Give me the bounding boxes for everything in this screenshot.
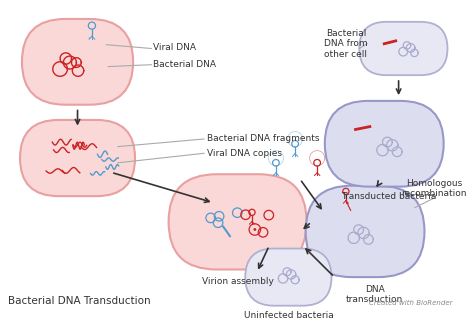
FancyBboxPatch shape	[359, 22, 447, 75]
Text: Bacterial
DNA from
other cell: Bacterial DNA from other cell	[324, 29, 368, 59]
FancyBboxPatch shape	[245, 248, 331, 306]
Text: Uninfected bacteria: Uninfected bacteria	[244, 311, 333, 320]
Circle shape	[254, 228, 256, 231]
Text: Bacterial DNA fragments: Bacterial DNA fragments	[207, 133, 319, 142]
Text: Homologous
recombination: Homologous recombination	[401, 179, 467, 198]
Text: Transducted bacteria: Transducted bacteria	[341, 192, 437, 201]
FancyBboxPatch shape	[325, 101, 444, 187]
FancyBboxPatch shape	[20, 120, 135, 196]
FancyBboxPatch shape	[169, 174, 307, 269]
Text: Viral DNA: Viral DNA	[153, 43, 196, 52]
FancyBboxPatch shape	[306, 186, 425, 277]
Text: Bacterial DNA: Bacterial DNA	[153, 60, 216, 69]
Text: DNA
transduction: DNA transduction	[346, 285, 403, 304]
Text: Virion assembly: Virion assembly	[201, 277, 273, 286]
FancyBboxPatch shape	[22, 19, 133, 105]
Text: Created with BioRender: Created with BioRender	[369, 300, 452, 306]
Text: Bacterial DNA Transduction: Bacterial DNA Transduction	[8, 296, 150, 306]
Text: Viral DNA copies: Viral DNA copies	[207, 149, 282, 158]
